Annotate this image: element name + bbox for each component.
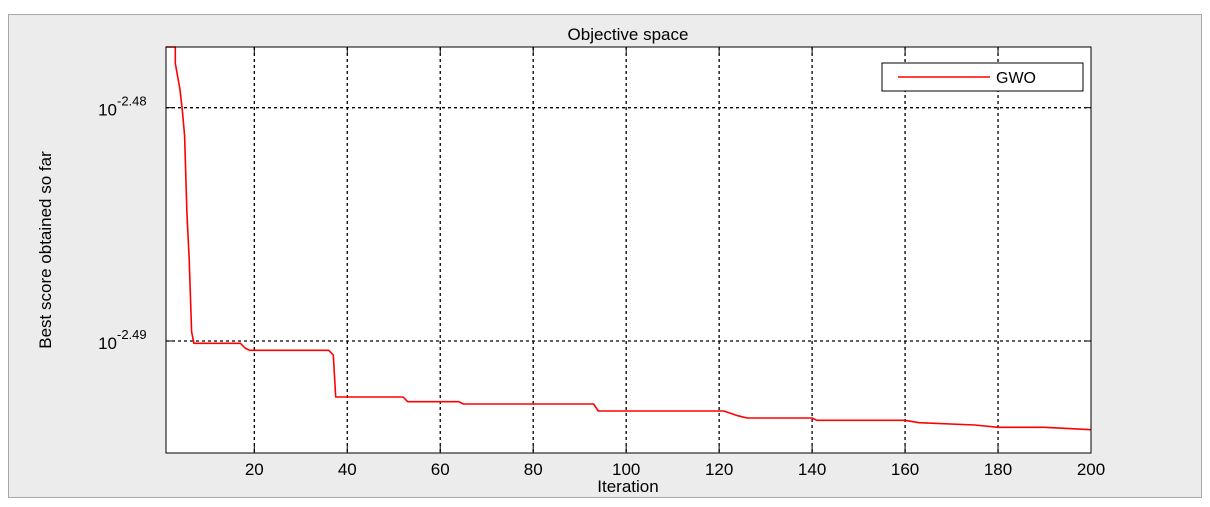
chart-title: Objective space (568, 25, 689, 44)
y-tick-label-base: 10 (98, 101, 117, 120)
x-axis-label: Iteration (597, 477, 658, 496)
grid-lines (166, 47, 1091, 453)
tick-marks (166, 47, 1092, 453)
x-tick-label: 40 (338, 460, 357, 479)
legend-label-gwo: GWO (996, 70, 1036, 87)
legend: GWO (881, 62, 1084, 92)
y-tick-label-exponent: -2.49 (117, 327, 147, 342)
x-tick-label: 80 (524, 460, 543, 479)
x-tick-label: 200 (1077, 460, 1105, 479)
x-tick-label: 20 (245, 460, 264, 479)
series-line-gwo (166, 46, 1092, 431)
series-layer (166, 46, 1092, 431)
y-tick-label-exponent: -2.48 (117, 94, 147, 109)
x-tick-label: 160 (891, 460, 919, 479)
x-tick-labels: 20 40 60 80 100 120 140 160 180 200 (245, 460, 1105, 479)
x-tick-label: 140 (798, 460, 826, 479)
plot-area (166, 47, 1091, 453)
y-tick-label-base: 10 (98, 334, 117, 353)
y-axis-label: Best score obtained so far (36, 151, 55, 349)
plot-frame (165, 46, 1092, 454)
x-tick-label: 60 (431, 460, 450, 479)
x-tick-label: 180 (984, 460, 1012, 479)
x-tick-label: 100 (612, 460, 640, 479)
x-tick-label: 120 (705, 460, 733, 479)
